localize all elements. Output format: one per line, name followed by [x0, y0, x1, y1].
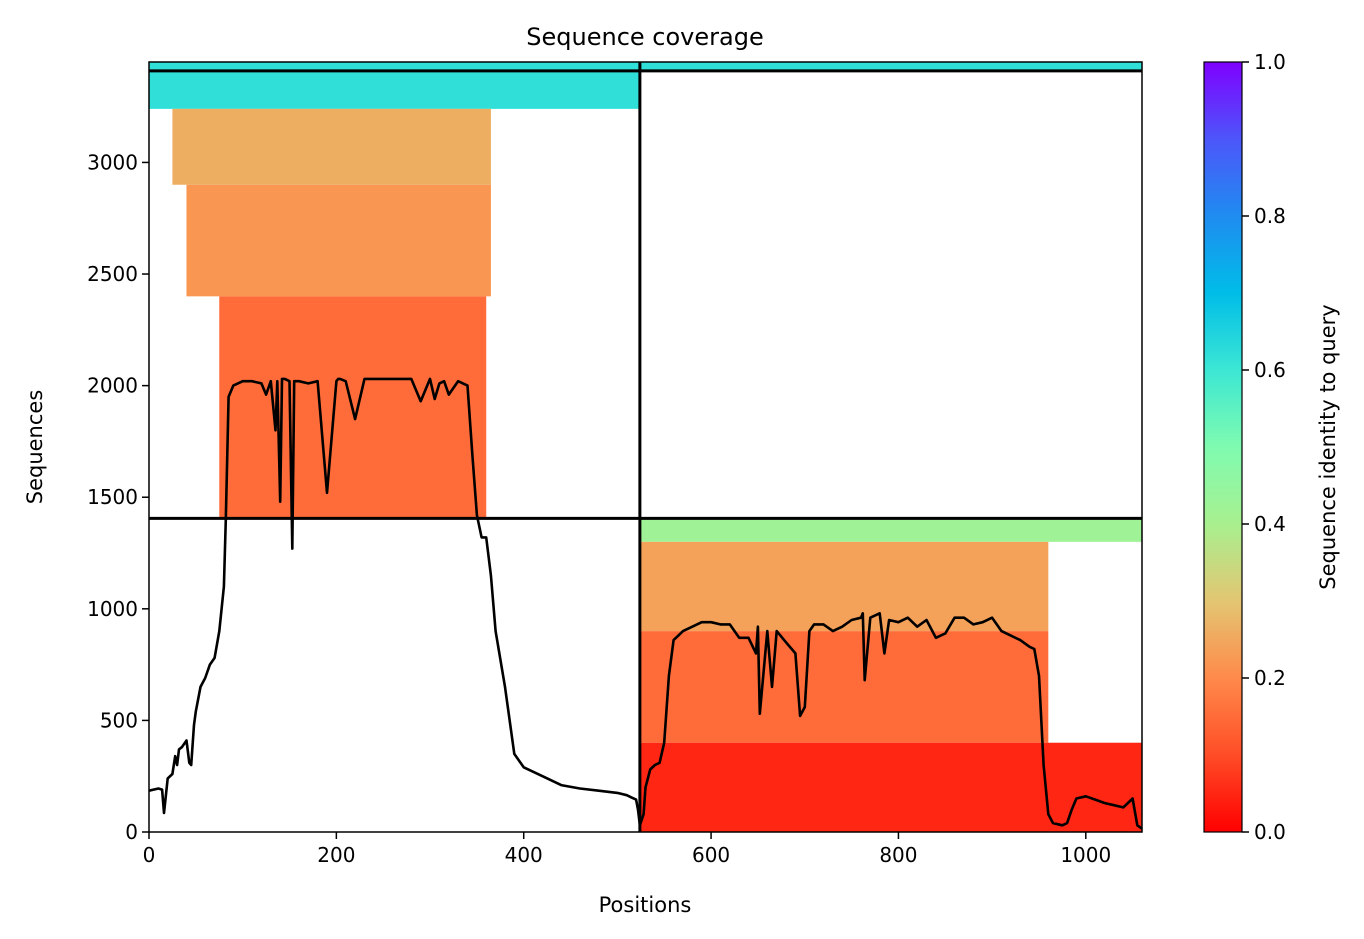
x-tick-label: 200 — [317, 843, 355, 867]
chart-title: Sequence coverage — [526, 23, 763, 51]
y-tick-label: 2500 — [87, 262, 138, 286]
x-axis: 0 200 400 600 800 1000 — [143, 832, 1111, 867]
colorbar-tick-label: 0.8 — [1254, 204, 1286, 228]
y-axis: 0 500 1000 1500 2000 2500 3000 — [87, 150, 149, 844]
coverage-block — [639, 631, 1049, 743]
x-tick-label: 600 — [692, 843, 730, 867]
coverage-block — [172, 108, 491, 185]
coverage-block — [639, 62, 1142, 71]
y-tick-label: 500 — [100, 708, 138, 732]
y-tick-label: 1500 — [87, 485, 138, 509]
colorbar-tick-label: 0.0 — [1254, 820, 1286, 844]
x-tick-label: 1000 — [1060, 843, 1111, 867]
colorbar-tick-label: 0.6 — [1254, 358, 1286, 382]
x-tick-label: 400 — [505, 843, 543, 867]
x-tick-label: 800 — [879, 843, 917, 867]
colorbar-tick-label: 1.0 — [1254, 50, 1286, 74]
y-tick-label: 0 — [125, 820, 138, 844]
x-axis-label: Positions — [599, 893, 692, 917]
x-tick-label: 0 — [143, 843, 156, 867]
chain-boundaries — [149, 62, 1142, 832]
colorbar-ticks: 0.0 0.2 0.4 0.6 0.8 1.0 — [1242, 50, 1286, 844]
colorbar-tick-label: 0.2 — [1254, 666, 1286, 690]
plot-frame — [148, 61, 1143, 833]
coverage-block — [639, 541, 1049, 632]
coverage-block — [639, 518, 1142, 542]
coverage-block — [186, 184, 491, 297]
y-axis-label: Sequences — [23, 390, 47, 505]
y-tick-label: 1000 — [87, 597, 138, 621]
coverage-block — [149, 62, 640, 109]
coverage-line-layer — [148, 377, 1143, 830]
plot-area — [148, 61, 1143, 833]
y-tick-label: 3000 — [87, 150, 138, 174]
colorbar: 0.0 0.2 0.4 0.6 0.8 1.0 Sequence identity to … — [1203, 50, 1340, 844]
colorbar-label: Sequence identity to query — [1316, 304, 1340, 589]
y-tick-label: 2000 — [87, 374, 138, 398]
colorbar-tick-label: 0.4 — [1254, 512, 1286, 536]
coverage-line — [148, 377, 1143, 830]
coverage-block — [639, 742, 1142, 832]
coverage-layer — [149, 62, 1142, 832]
colorbar-gradient — [1203, 61, 1243, 833]
